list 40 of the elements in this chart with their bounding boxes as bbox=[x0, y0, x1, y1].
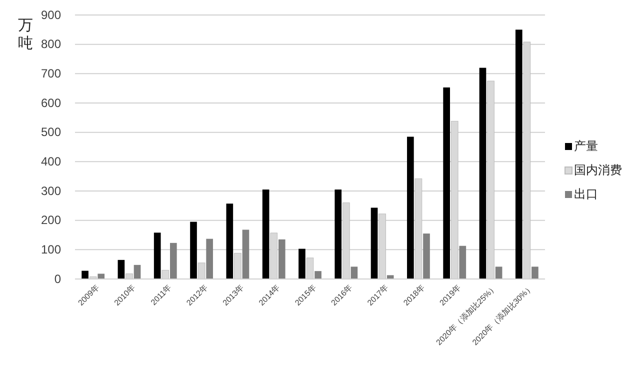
y-tick-label: 0 bbox=[54, 272, 62, 286]
bar bbox=[334, 190, 342, 279]
y-tick-label: 700 bbox=[40, 66, 62, 81]
y-tick-label: 400 bbox=[40, 154, 62, 169]
bar bbox=[242, 230, 250, 279]
bar bbox=[118, 260, 125, 279]
bar bbox=[278, 239, 286, 279]
bar bbox=[459, 246, 466, 279]
bar bbox=[386, 275, 394, 279]
y-tick-label: 600 bbox=[40, 96, 62, 110]
bar bbox=[495, 266, 502, 279]
bar bbox=[479, 68, 486, 279]
bar bbox=[350, 266, 358, 279]
bar bbox=[154, 232, 161, 279]
bar bbox=[314, 271, 322, 279]
bar bbox=[226, 204, 234, 279]
bar bbox=[515, 30, 522, 279]
legend-label: 国内消费 bbox=[574, 163, 622, 177]
bar bbox=[298, 248, 306, 279]
bar bbox=[407, 136, 414, 279]
y-tick-label: 800 bbox=[40, 37, 62, 52]
y-axis-title: 万吨 bbox=[18, 16, 33, 52]
bar bbox=[443, 87, 450, 279]
legend-label: 产量 bbox=[574, 139, 598, 153]
y-tick-label: 100 bbox=[40, 242, 62, 257]
bar bbox=[423, 234, 430, 279]
legend-label: 出口 bbox=[574, 187, 598, 201]
y-tick-label: 500 bbox=[40, 125, 62, 140]
bar bbox=[82, 270, 88, 279]
bar bbox=[370, 208, 378, 279]
bar bbox=[170, 242, 177, 279]
bar bbox=[190, 222, 197, 279]
bar bbox=[134, 264, 141, 279]
bar bbox=[206, 238, 213, 279]
y-tick-label: 200 bbox=[40, 213, 62, 228]
bar bbox=[532, 266, 538, 279]
y-tick-label: 900 bbox=[40, 8, 62, 22]
bar bbox=[98, 274, 105, 279]
y-tick-label: 300 bbox=[40, 184, 62, 198]
bar bbox=[262, 190, 270, 279]
